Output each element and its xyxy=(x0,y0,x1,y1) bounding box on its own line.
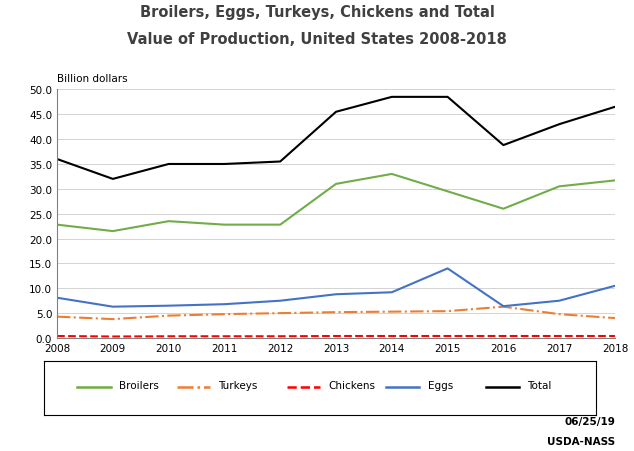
Text: Broilers, Eggs, Turkeys, Chickens and Total: Broilers, Eggs, Turkeys, Chickens and To… xyxy=(139,5,495,19)
Text: Chickens: Chickens xyxy=(328,381,375,391)
Text: Broilers: Broilers xyxy=(119,381,158,391)
Text: USDA-NASS: USDA-NASS xyxy=(547,437,615,446)
Text: 06/25/19: 06/25/19 xyxy=(564,416,615,426)
Text: Value of Production, United States 2008-2018: Value of Production, United States 2008-… xyxy=(127,32,507,46)
Text: Billion dollars: Billion dollars xyxy=(57,74,127,83)
Text: Turkeys: Turkeys xyxy=(218,381,257,391)
Text: Total: Total xyxy=(527,381,552,391)
Text: Eggs: Eggs xyxy=(428,381,453,391)
